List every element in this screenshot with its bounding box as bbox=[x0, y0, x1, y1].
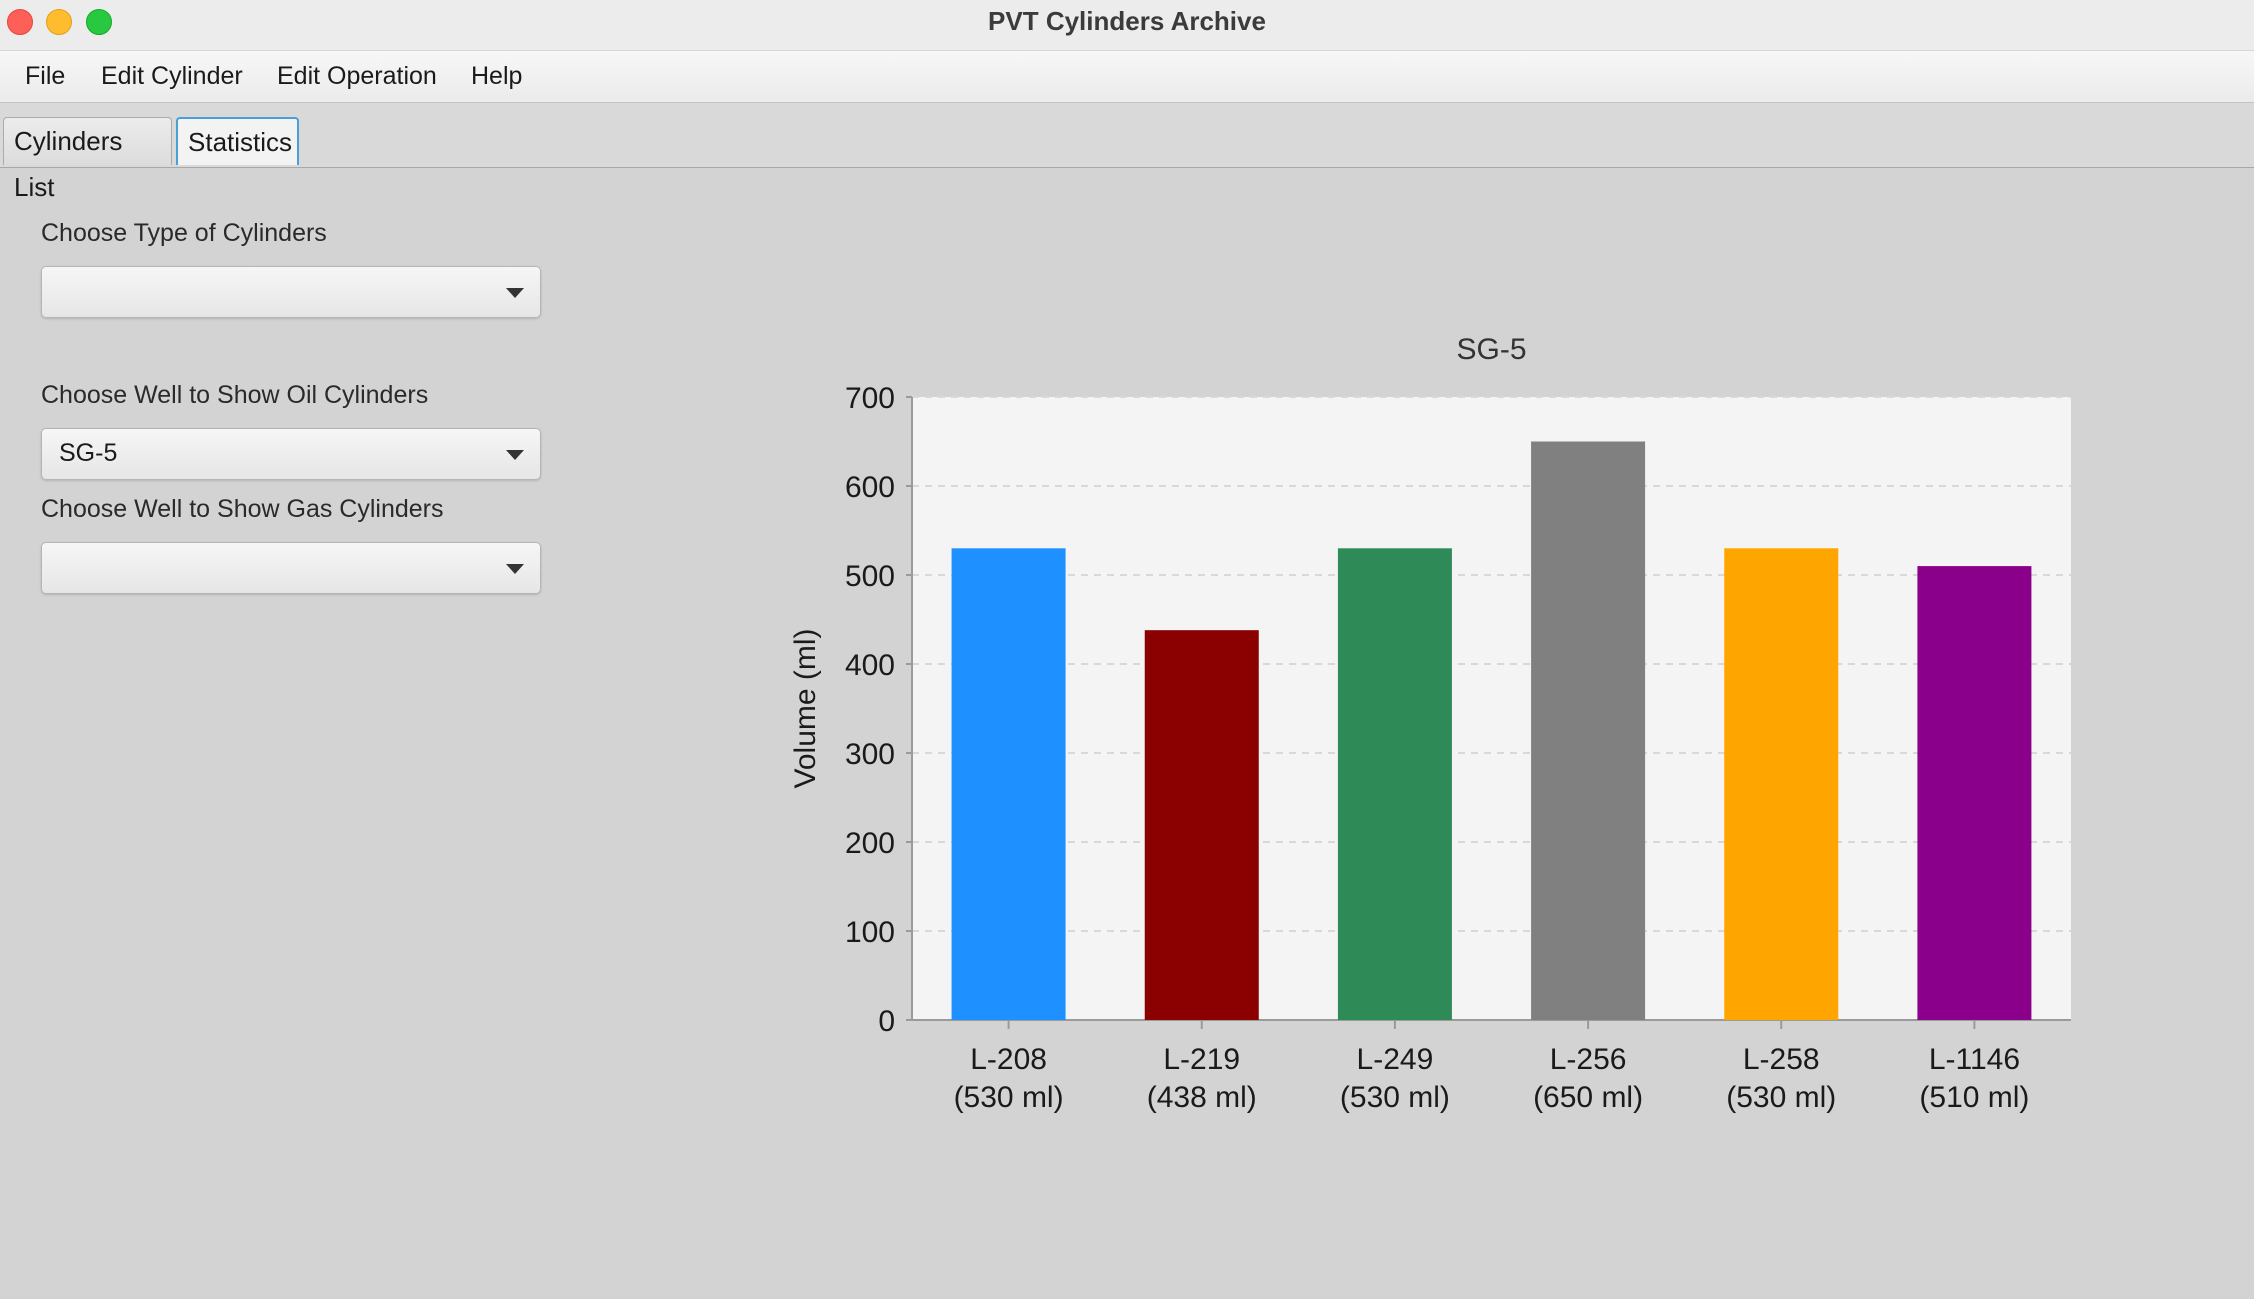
bar bbox=[1144, 630, 1259, 1020]
maximize-window-button[interactable] bbox=[86, 9, 112, 35]
oil-well-value: SG-5 bbox=[59, 439, 118, 467]
y-tick-label: 200 bbox=[845, 827, 895, 860]
chart-title: SG-5 bbox=[1456, 333, 1526, 366]
y-axis-label: Volume (ml) bbox=[789, 628, 822, 788]
type-filter-label: Choose Type of Cylinders bbox=[41, 219, 327, 247]
bar bbox=[951, 548, 1066, 1020]
close-window-button[interactable] bbox=[7, 9, 33, 35]
x-tick-label: L-1146 (510 ml) bbox=[1919, 1043, 2029, 1114]
chevron-down-icon bbox=[506, 564, 524, 574]
y-tick-label: 400 bbox=[845, 649, 895, 682]
chevron-down-icon bbox=[506, 450, 524, 460]
menu-bar: File Edit Cylinder Edit Operation Help bbox=[0, 51, 2254, 103]
bar bbox=[1337, 548, 1452, 1020]
tab-cylinders-list[interactable]: Cylinders List bbox=[3, 117, 172, 202]
y-tick-label: 100 bbox=[845, 916, 895, 949]
y-tick-label: 500 bbox=[845, 560, 895, 593]
gas-well-filter-label: Choose Well to Show Gas Cylinders bbox=[41, 495, 444, 523]
volume-bar-chart: 0 100 200 300 400 500 600 700 L-208 (530 ml) L-219… bbox=[789, 333, 2071, 1114]
x-tick-label: L-258 (530 ml) bbox=[1726, 1043, 1836, 1114]
menu-file[interactable]: File bbox=[25, 62, 66, 90]
y-tick-label: 600 bbox=[845, 471, 895, 504]
menu-edit-operation[interactable]: Edit Operation bbox=[277, 62, 437, 90]
title-bar: PVT Cylinders Archive bbox=[0, 0, 2254, 51]
menu-edit-cylinder[interactable]: Edit Cylinder bbox=[101, 62, 243, 90]
bar bbox=[1917, 566, 2032, 1020]
oil-well-filter-label: Choose Well to Show Oil Cylinders bbox=[41, 381, 429, 409]
y-tick-label: 300 bbox=[845, 738, 895, 771]
tab-bar: Cylinders List Statistics bbox=[0, 103, 2254, 202]
bar bbox=[1724, 548, 1839, 1020]
oil-well-select[interactable]: SG-5 bbox=[41, 428, 541, 480]
gas-well-select[interactable] bbox=[41, 542, 541, 594]
chevron-down-icon bbox=[506, 288, 524, 298]
x-tick-label: L-208 (530 ml) bbox=[954, 1043, 1064, 1114]
window-title: PVT Cylinders Archive bbox=[988, 6, 1266, 36]
menu-help[interactable]: Help bbox=[471, 62, 523, 90]
x-tick-label: L-249 (530 ml) bbox=[1340, 1043, 1450, 1114]
tab-statistics[interactable]: Statistics bbox=[176, 117, 299, 165]
x-tick-label: L-219 (438 ml) bbox=[1147, 1043, 1257, 1114]
bar bbox=[1531, 441, 1646, 1020]
minimize-window-button[interactable] bbox=[46, 9, 72, 35]
y-tick-label: 700 bbox=[845, 382, 895, 415]
plot-background bbox=[912, 397, 2071, 1020]
y-tick-label: 0 bbox=[878, 1005, 895, 1038]
x-tick-label: L-256 (650 ml) bbox=[1533, 1043, 1643, 1114]
cylinder-type-select[interactable] bbox=[41, 266, 541, 318]
